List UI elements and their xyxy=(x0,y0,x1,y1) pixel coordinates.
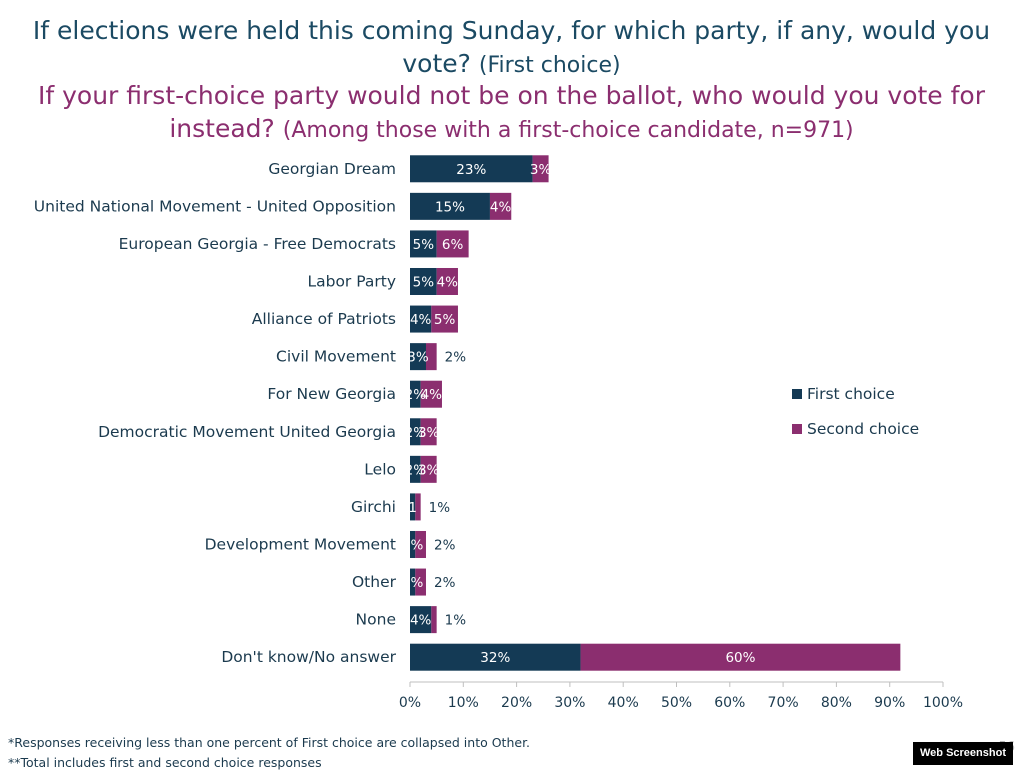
category-label: Lelo xyxy=(364,460,396,478)
x-tick-label: 40% xyxy=(608,695,639,711)
bar-second-choice xyxy=(431,305,458,333)
category-label: For New Georgia xyxy=(267,385,396,403)
category-label: European Georgia - Free Democrats xyxy=(119,235,396,253)
question-second-choice-text: If your first-choice party would not be … xyxy=(38,81,985,143)
bar-first-choice xyxy=(410,267,437,295)
category-label: Other xyxy=(352,573,397,591)
data-label-first-choice: 15% xyxy=(435,199,465,215)
data-label-first-choice: 4% xyxy=(410,312,432,328)
footnote-other: *Responses receiving less than one perce… xyxy=(8,735,531,750)
category-label: Labor Party xyxy=(307,272,396,290)
category-label: Civil Movement xyxy=(276,348,396,366)
data-label-second-choice: 3% xyxy=(530,162,552,178)
data-label-first-choice: 5% xyxy=(413,237,435,253)
x-tick-label: 10% xyxy=(448,695,479,711)
legend-label: Second choice xyxy=(807,420,919,438)
footnote-total: **Total includes first and second choice… xyxy=(8,755,322,770)
data-label-first-choice: 1% xyxy=(402,537,424,553)
bar-second-choice xyxy=(436,230,469,258)
x-tick-label: 50% xyxy=(661,695,692,711)
data-label-second-choice: 5% xyxy=(434,312,456,328)
bar-first-choice xyxy=(410,343,426,371)
category-label: Girchi xyxy=(351,498,396,516)
bar-second-choice xyxy=(431,606,437,634)
data-label-second-choice: 4% xyxy=(490,199,512,215)
bar-first-choice xyxy=(410,418,421,446)
data-label-second-choice: 3% xyxy=(418,425,440,441)
question-first-choice: If elections were held this coming Sunda… xyxy=(20,14,1003,82)
question-first-choice-note: (First choice) xyxy=(478,53,621,78)
data-label-second-choice: 6% xyxy=(442,237,464,253)
x-tick-label: 100% xyxy=(923,695,963,711)
bar-second-choice xyxy=(489,192,512,220)
data-label-first-choice: 32% xyxy=(480,650,510,666)
bar-second-choice xyxy=(420,380,442,408)
x-tick-label: 60% xyxy=(714,695,745,711)
bar-first-choice xyxy=(410,493,416,521)
data-label-first-choice: 2% xyxy=(405,462,427,478)
data-label-second-choice: 1% xyxy=(445,613,467,629)
bar-second-choice xyxy=(420,455,437,483)
data-label-second-choice: 4% xyxy=(437,274,459,290)
data-label-second-choice: 2% xyxy=(434,537,456,553)
legend-swatch xyxy=(792,389,802,399)
bar-second-choice xyxy=(425,343,437,371)
bar-second-choice xyxy=(415,530,426,558)
data-label-first-choice: 23% xyxy=(456,162,486,178)
bar-first-choice xyxy=(410,155,533,183)
question-second-choice: If your first-choice party would not be … xyxy=(20,79,1003,147)
x-tick-label: 30% xyxy=(554,695,585,711)
bar-first-choice xyxy=(410,192,490,220)
x-tick-label: 80% xyxy=(821,695,852,711)
bar-first-choice xyxy=(410,568,416,596)
bar-first-choice xyxy=(410,643,581,671)
question-first-choice-text: If elections were held this coming Sunda… xyxy=(32,16,991,78)
data-label-second-choice: 2% xyxy=(445,350,467,366)
bar-first-choice xyxy=(410,230,437,258)
data-label-second-choice: 3% xyxy=(418,462,440,478)
data-label-first-choice: 2% xyxy=(405,387,427,403)
category-label: None xyxy=(356,611,396,629)
data-label-first-choice: 1% xyxy=(402,575,424,591)
category-label: Development Movement xyxy=(205,535,396,553)
bar-second-choice xyxy=(532,155,549,183)
legend-label: First choice xyxy=(807,385,895,403)
bar-first-choice xyxy=(410,606,432,634)
question-second-choice-note: (Among those with a first-choice candida… xyxy=(282,118,854,143)
category-label: Democratic Movement United Georgia xyxy=(98,423,396,441)
bar-second-choice xyxy=(420,418,437,446)
data-label-second-choice: 60% xyxy=(725,650,755,666)
bar-first-choice xyxy=(410,455,421,483)
data-label-second-choice: 2% xyxy=(434,575,456,591)
bar-first-choice xyxy=(410,305,432,333)
bar-second-choice xyxy=(436,267,458,295)
data-label-first-choice: 4% xyxy=(410,613,432,629)
legend-swatch xyxy=(792,424,802,434)
category-label: Georgian Dream xyxy=(268,160,396,178)
data-label-first-choice: 3% xyxy=(407,350,429,366)
bar-first-choice xyxy=(410,530,416,558)
category-label: United National Movement - United Opposi… xyxy=(34,197,396,215)
web-screenshot-badge: Web Screenshot xyxy=(913,742,1013,765)
data-label-first-choice: 2% xyxy=(405,425,427,441)
bar-second-choice xyxy=(415,568,426,596)
category-label: Alliance of Patriots xyxy=(252,310,396,328)
x-tick-label: 20% xyxy=(501,695,532,711)
x-tick-label: 90% xyxy=(874,695,905,711)
data-label-second-choice: 4% xyxy=(421,387,443,403)
bar-second-choice xyxy=(580,643,901,671)
data-label-second-choice: 1% xyxy=(429,500,451,516)
bar-first-choice xyxy=(410,380,421,408)
bar-second-choice xyxy=(415,493,421,521)
data-label-first-choice: 1 xyxy=(408,500,417,516)
data-label-first-choice: 5% xyxy=(413,274,435,290)
x-tick-label: 0% xyxy=(399,695,421,711)
category-label: Don't know/No answer xyxy=(221,648,396,666)
x-tick-label: 70% xyxy=(768,695,799,711)
